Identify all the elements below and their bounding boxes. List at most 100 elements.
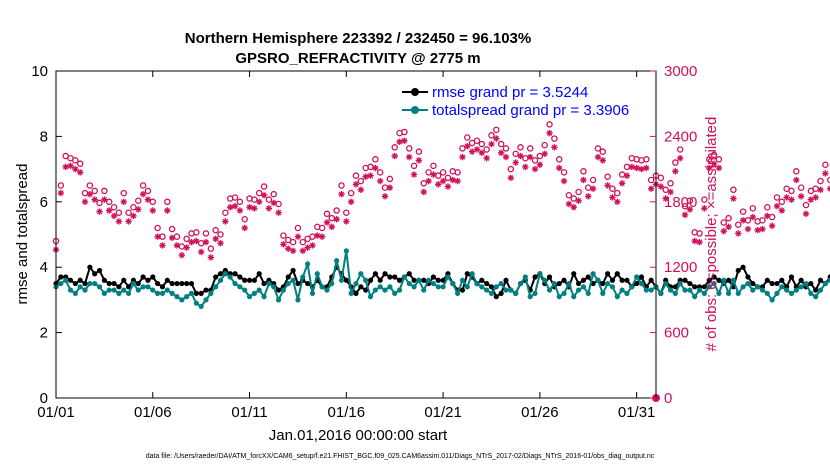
asterisk-stroke bbox=[662, 195, 669, 202]
obs-possible-point bbox=[265, 196, 273, 203]
obs-possible-point bbox=[164, 198, 171, 206]
obs-assimilated-point bbox=[251, 205, 258, 212]
asterisk-stroke bbox=[101, 196, 108, 203]
rmse-point bbox=[106, 280, 112, 287]
asterisk-stroke bbox=[783, 194, 790, 201]
rmse-point bbox=[556, 280, 562, 287]
asterisk-stroke bbox=[575, 198, 582, 204]
rmse-point bbox=[217, 271, 224, 277]
asterisk-stroke bbox=[203, 239, 209, 245]
obs-possible-point bbox=[681, 202, 689, 210]
asterisk-stroke bbox=[435, 181, 441, 188]
obs-assimilated-point bbox=[444, 183, 452, 190]
totalspread-point bbox=[488, 290, 495, 296]
obs-possible-point bbox=[725, 214, 732, 222]
rmse-point bbox=[600, 280, 606, 287]
obs-assimilated-point bbox=[130, 212, 137, 220]
totalspread-point bbox=[725, 290, 732, 296]
totalspread-point bbox=[237, 284, 243, 290]
asterisk-stroke bbox=[222, 218, 229, 225]
totalspread-point bbox=[585, 290, 591, 296]
totalspread-point bbox=[561, 290, 567, 296]
obs-assimilated-point bbox=[246, 204, 253, 211]
rmse-point bbox=[135, 280, 141, 287]
totalspread-point bbox=[188, 290, 195, 296]
totalspread-point bbox=[648, 287, 654, 293]
obs-possible-point bbox=[139, 182, 147, 189]
asterisk-stroke bbox=[609, 194, 616, 201]
rmse-point bbox=[725, 277, 732, 283]
totalspread-point bbox=[353, 280, 359, 287]
totalspread-point bbox=[401, 274, 407, 280]
obs-assimilated-point bbox=[309, 242, 316, 249]
rmse-point bbox=[96, 267, 103, 274]
rmse-point bbox=[193, 290, 199, 296]
obs-assimilated-point bbox=[657, 183, 665, 190]
obs-assimilated-point bbox=[241, 224, 248, 232]
obs-possible-point bbox=[410, 162, 418, 170]
obs-assimilated-point bbox=[72, 165, 79, 173]
obs-possible-point bbox=[672, 159, 679, 166]
totalspread-point bbox=[246, 294, 253, 300]
y-tick-label-left: 10 bbox=[31, 63, 48, 80]
obs-possible-point bbox=[391, 144, 398, 151]
rmse-point bbox=[788, 274, 795, 280]
obs-possible-point bbox=[749, 205, 757, 212]
asterisk-stroke bbox=[488, 141, 495, 147]
obs-assimilated-point bbox=[459, 153, 466, 161]
totalspread-point bbox=[479, 284, 485, 290]
asterisk-stroke bbox=[721, 228, 727, 234]
asterisk-stroke bbox=[261, 192, 267, 198]
obs-assimilated-point bbox=[512, 159, 519, 166]
obs-assimilated-point bbox=[633, 164, 640, 172]
rmse-point bbox=[498, 290, 504, 296]
totalspread-point bbox=[764, 290, 770, 296]
asterisk-stroke bbox=[687, 206, 693, 213]
obs-possible-point bbox=[299, 238, 307, 246]
obs-assimilated-point bbox=[773, 202, 781, 210]
asterisk-stroke bbox=[735, 230, 741, 237]
asterisk-stroke bbox=[116, 218, 122, 225]
obs-assimilated-point bbox=[183, 244, 190, 251]
totalspread-point bbox=[755, 284, 761, 290]
asterisk-stroke bbox=[271, 200, 277, 206]
asterisk-stroke bbox=[377, 178, 383, 184]
totalspread-point bbox=[595, 277, 601, 283]
obs-assimilated-point bbox=[478, 149, 486, 156]
obs-possible-point bbox=[715, 156, 723, 163]
obs-possible-point bbox=[710, 151, 718, 159]
obs-assimilated-point bbox=[168, 234, 176, 241]
totalspread-point bbox=[305, 261, 311, 267]
totalspread-point bbox=[513, 290, 519, 296]
obs-possible-point bbox=[275, 200, 282, 208]
obs-possible-point bbox=[86, 182, 94, 189]
asterisk-stroke bbox=[672, 168, 679, 174]
obs-assimilated-point bbox=[502, 153, 510, 161]
totalspread-point bbox=[179, 297, 185, 303]
asterisk-stroke bbox=[130, 213, 137, 219]
obs-assimilated-point bbox=[793, 176, 800, 184]
legend: rmse grand pr = 3.5244 totalspread grand… bbox=[402, 84, 629, 119]
obs-assimilated-point bbox=[67, 162, 74, 170]
asterisk-stroke bbox=[164, 207, 170, 214]
totalspread-point bbox=[261, 294, 267, 300]
obs-possible-point bbox=[720, 219, 727, 226]
obs-assimilated-point bbox=[768, 222, 776, 229]
totalspread-point bbox=[295, 297, 301, 303]
totalspread-point bbox=[440, 284, 446, 290]
asterisk-stroke bbox=[711, 160, 717, 167]
asterisk-stroke bbox=[750, 214, 756, 220]
asterisk-stroke bbox=[362, 174, 369, 180]
rmse-point bbox=[387, 274, 393, 280]
legend-marker-spread bbox=[411, 106, 419, 114]
obs-assimilated-point bbox=[628, 163, 636, 171]
x-tick-label: 01/21 bbox=[424, 404, 462, 421]
rmse-point bbox=[701, 284, 707, 290]
rmse-point bbox=[585, 274, 591, 280]
totalspread-point bbox=[692, 294, 698, 300]
obs-assimilated-point bbox=[338, 190, 345, 198]
totalspread-point bbox=[498, 280, 504, 287]
asterisk-stroke bbox=[788, 196, 795, 203]
rmse-point bbox=[353, 290, 359, 296]
asterisk-stroke bbox=[275, 210, 282, 216]
